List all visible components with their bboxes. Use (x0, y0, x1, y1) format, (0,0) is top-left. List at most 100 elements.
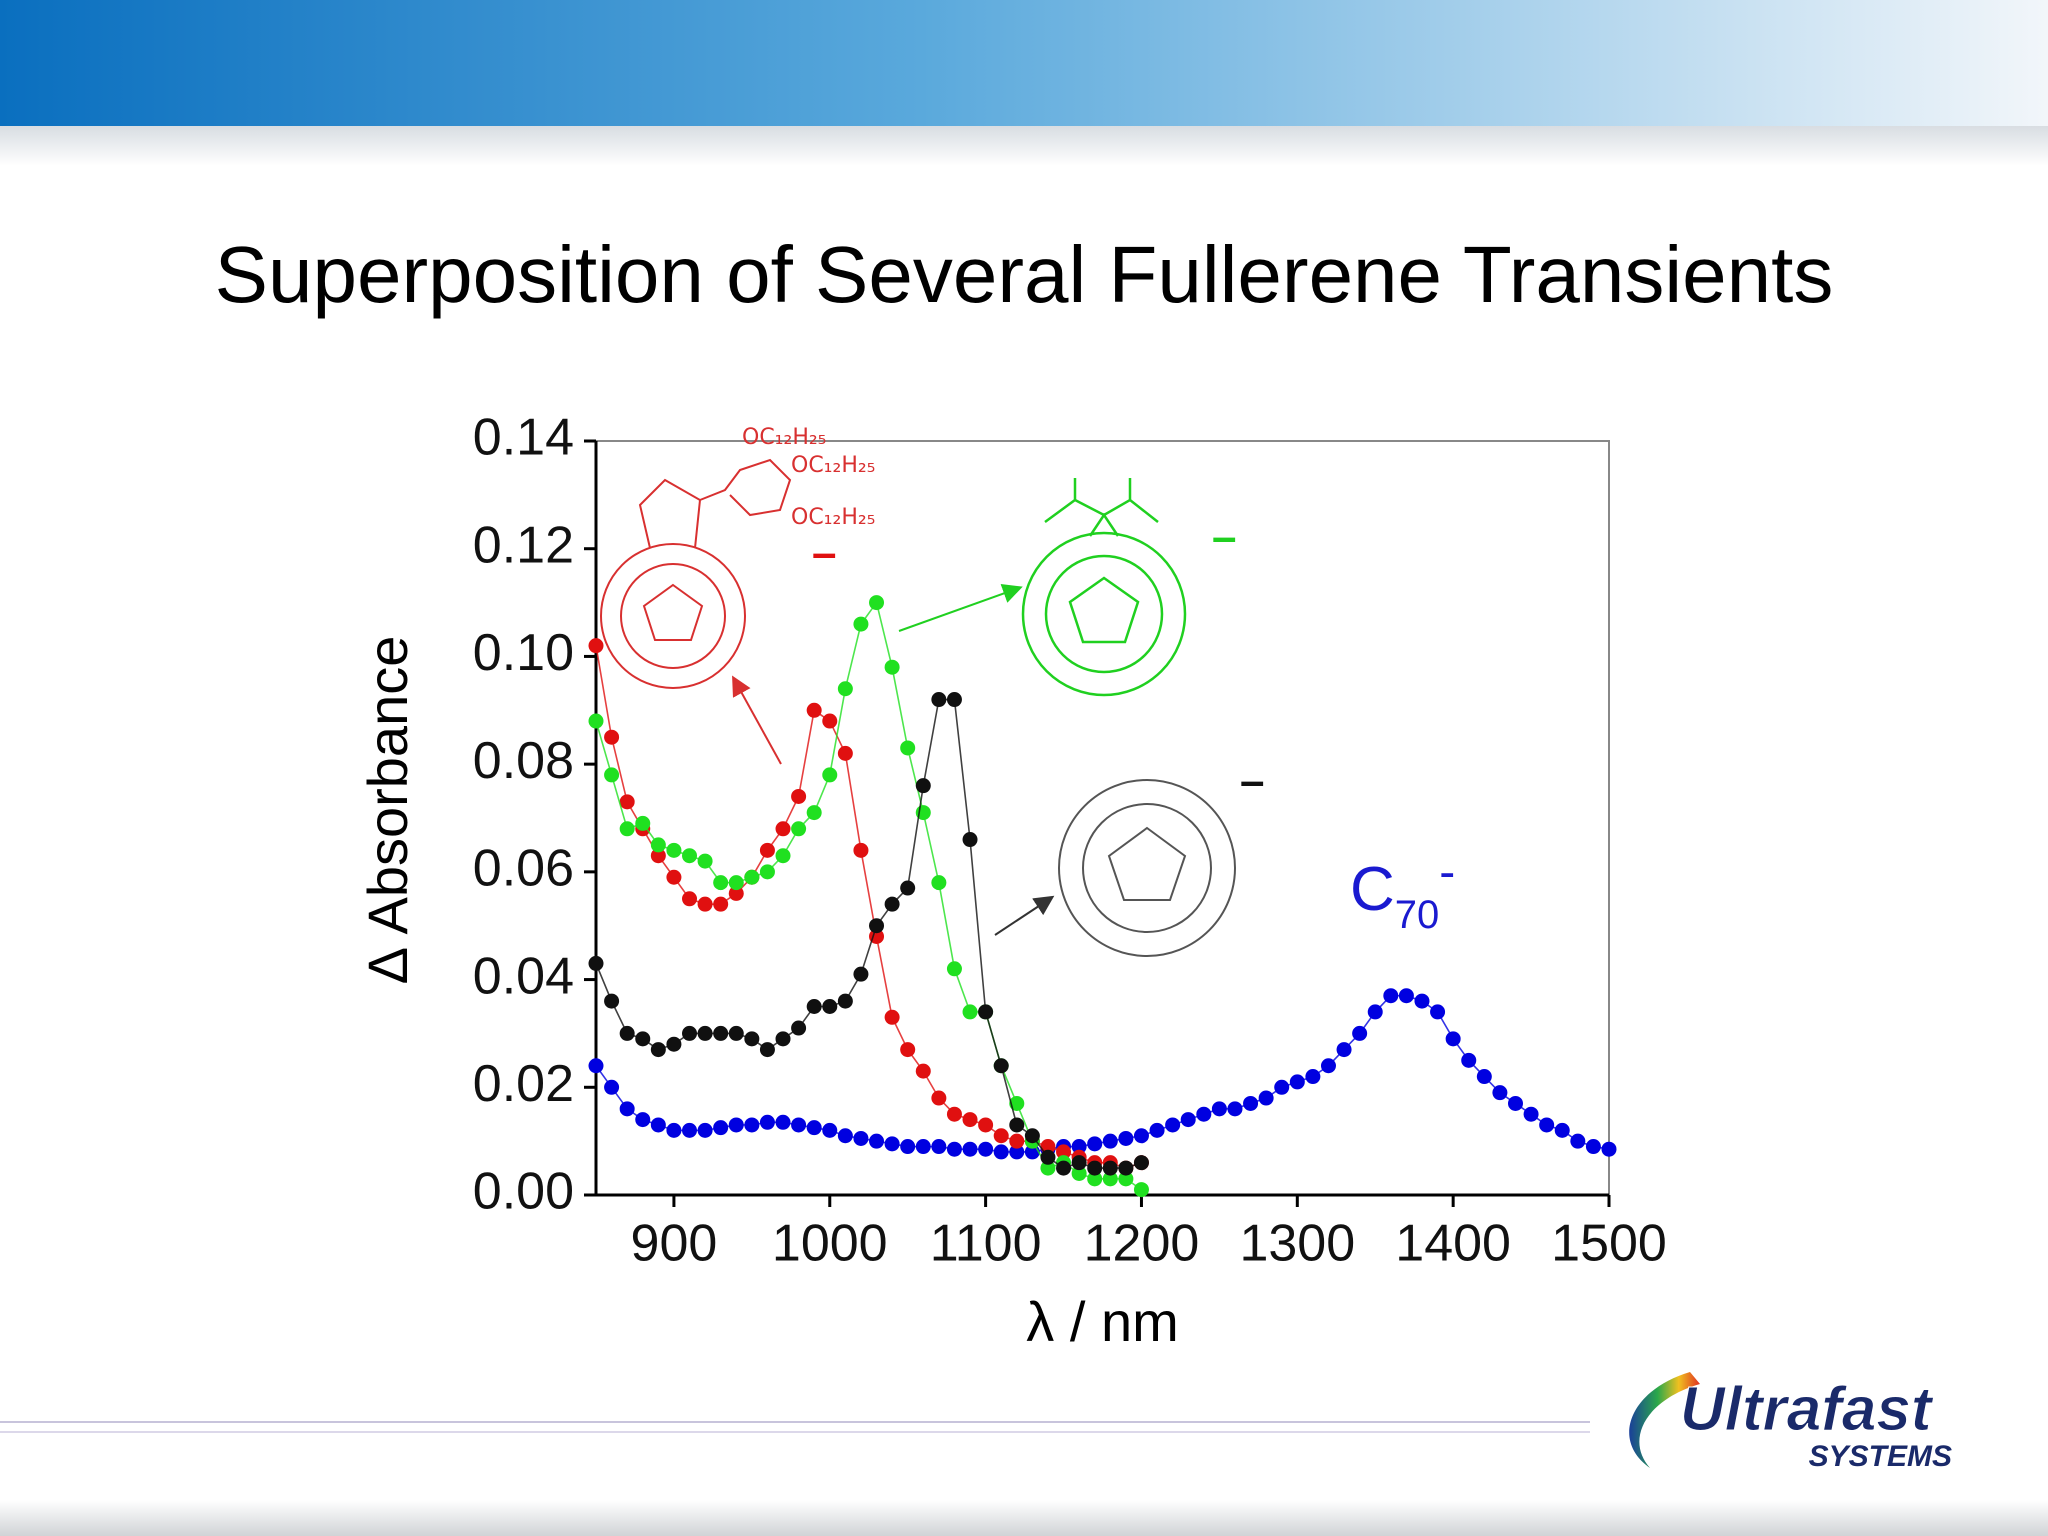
data-point (604, 767, 620, 783)
data-point (666, 1036, 682, 1052)
data-point (682, 1025, 698, 1041)
data-point (853, 842, 869, 858)
x-tick-label: 1500 (1551, 1215, 1667, 1273)
charge-label: – (1240, 757, 1264, 806)
y-tick-label: 0.14 (473, 409, 574, 467)
data-point (1024, 1128, 1040, 1144)
y-tick-label: 0.02 (473, 1055, 574, 1113)
x-tick-label: 1200 (1084, 1215, 1200, 1273)
data-point (744, 1031, 760, 1047)
data-point (915, 1139, 931, 1155)
arrow (732, 675, 782, 765)
black-molecule (1058, 779, 1236, 957)
data-point (1071, 1165, 1087, 1181)
data-point (1227, 1101, 1243, 1117)
y-tick-label: 0.06 (473, 840, 574, 898)
data-point (759, 864, 775, 880)
data-point (1383, 988, 1399, 1004)
data-point (822, 1122, 838, 1138)
data-point (728, 885, 744, 901)
data-point (993, 1058, 1009, 1074)
data-point (666, 1122, 682, 1138)
data-point (1523, 1106, 1539, 1122)
data-point (1336, 1042, 1352, 1058)
data-point (853, 616, 869, 632)
data-point (1009, 1144, 1025, 1160)
data-point (604, 729, 620, 745)
y-tick-label: 0.08 (473, 732, 574, 790)
data-point (728, 875, 744, 891)
y-tick-label: 0.04 (473, 947, 574, 1005)
data-point (1570, 1133, 1586, 1149)
data-point (713, 896, 729, 912)
data-point (1367, 1004, 1383, 1020)
red-molecule (600, 458, 792, 689)
data-point (697, 1025, 713, 1041)
data-point (1305, 1069, 1321, 1085)
data-point (931, 1090, 947, 1106)
data-point (837, 681, 853, 697)
data-point (869, 595, 885, 611)
data-point (1476, 1069, 1492, 1085)
charge-label: – (812, 529, 836, 578)
data-point (588, 1058, 604, 1074)
data-point (884, 896, 900, 912)
data-point (775, 848, 791, 864)
data-point (837, 993, 853, 1009)
data-point (806, 1120, 822, 1136)
data-point (713, 1120, 729, 1136)
data-point (650, 837, 666, 853)
data-point (822, 767, 838, 783)
data-point (728, 1117, 744, 1133)
data-point (1258, 1090, 1274, 1106)
data-point (837, 745, 853, 761)
data-point (650, 848, 666, 864)
data-point (1133, 1155, 1149, 1171)
data-point (806, 999, 822, 1014)
data-point (604, 1079, 620, 1095)
arrow (994, 895, 1055, 936)
data-point (931, 1139, 947, 1155)
x-tick-label: 1100 (930, 1215, 1042, 1273)
x-axis-label: λ / nm (1026, 1290, 1178, 1353)
data-point (884, 659, 900, 675)
data-point (744, 869, 760, 885)
data-point (588, 955, 604, 971)
data-point (1009, 1095, 1025, 1111)
data-point (666, 869, 682, 885)
data-point (1118, 1171, 1134, 1187)
data-point (697, 1122, 713, 1138)
data-point (1040, 1160, 1056, 1176)
data-point (682, 891, 698, 907)
data-point (697, 853, 713, 869)
data-point (604, 993, 620, 1009)
footer-band (0, 1500, 2048, 1536)
data-point (853, 966, 869, 982)
data-point (1430, 1004, 1446, 1020)
data-point (993, 1144, 1009, 1160)
y-tick-label: 0.12 (473, 516, 574, 574)
data-point (1056, 1160, 1072, 1176)
data-point (650, 1117, 666, 1133)
data-point (1601, 1141, 1617, 1157)
data-point (1243, 1095, 1259, 1111)
data-point (744, 1117, 760, 1133)
data-point (1102, 1133, 1118, 1149)
data-point (1087, 1136, 1103, 1152)
green-molecule (1021, 478, 1187, 697)
data-point (1102, 1171, 1118, 1187)
data-point (619, 1101, 635, 1117)
data-point (978, 1117, 994, 1133)
data-point (900, 740, 916, 756)
data-point (650, 1042, 666, 1058)
data-point (759, 1042, 775, 1058)
logo-swoosh (1629, 1372, 1700, 1468)
data-point (915, 1063, 931, 1079)
data-point (697, 896, 713, 912)
data-point (1445, 1031, 1461, 1047)
data-point (1165, 1117, 1181, 1133)
data-point (635, 815, 651, 831)
